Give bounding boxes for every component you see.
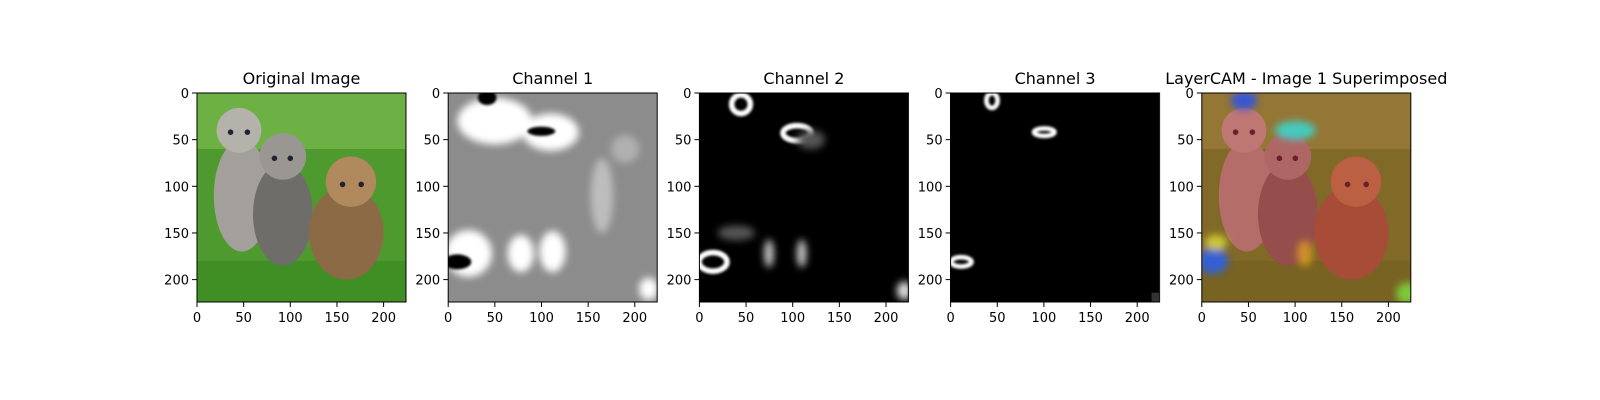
image-superimposed	[1202, 93, 1411, 302]
x-tick-label: 100	[1031, 311, 1056, 326]
x-tick-label: 200	[1125, 311, 1150, 326]
x-tick-label: 50	[487, 311, 504, 326]
image-channel-3	[950, 93, 1159, 302]
x-tick-label: 100	[1283, 311, 1308, 326]
y-tick-label: 200	[164, 274, 189, 289]
axes-frame	[698, 92, 909, 303]
x-tick-label: 100	[529, 311, 554, 326]
image-original	[197, 93, 406, 302]
x-tick-label: 50	[738, 311, 755, 326]
x-tick-label: 200	[1376, 311, 1401, 326]
x-tick-label: 150	[1329, 311, 1354, 326]
axes-frame	[196, 92, 407, 303]
y-tick-label: 0	[181, 87, 189, 102]
chart-title: Original Image	[243, 69, 361, 88]
x-tick-label: 200	[874, 311, 899, 326]
y-tick-label: 150	[1169, 227, 1194, 242]
y-tick-label: 150	[667, 227, 692, 242]
x-tick-label: 0	[946, 311, 954, 326]
y-tick-label: 0	[934, 87, 942, 102]
chart-title: Channel 2	[763, 69, 844, 88]
image-channel-1	[448, 93, 657, 302]
x-tick-label: 50	[235, 311, 252, 326]
x-tick-label: 150	[827, 311, 852, 326]
y-tick-label: 100	[1169, 180, 1194, 195]
axes-frame	[447, 92, 658, 303]
y-tick-label: 150	[918, 227, 943, 242]
x-tick-label: 0	[444, 311, 452, 326]
x-tick-label: 200	[371, 311, 396, 326]
y-tick-label: 50	[172, 134, 189, 149]
y-tick-label: 200	[415, 274, 440, 289]
x-tick-label: 150	[325, 311, 350, 326]
y-tick-label: 50	[926, 134, 943, 149]
y-tick-label: 150	[164, 227, 189, 242]
y-tick-label: 50	[675, 134, 692, 149]
chart-title: LayerCAM - Image 1 Superimposed	[1165, 69, 1447, 88]
y-tick-label: 200	[918, 274, 943, 289]
y-tick-label: 100	[164, 180, 189, 195]
y-tick-label: 100	[918, 180, 943, 195]
x-tick-label: 100	[780, 311, 805, 326]
y-tick-label: 0	[683, 87, 691, 102]
x-tick-label: 50	[1240, 311, 1257, 326]
x-tick-label: 150	[576, 311, 601, 326]
y-tick-label: 200	[1169, 274, 1194, 289]
y-tick-label: 150	[415, 227, 440, 242]
axes-frame	[950, 92, 1161, 303]
x-tick-label: 0	[1198, 311, 1206, 326]
y-tick-label: 50	[1177, 134, 1194, 149]
chart-title: Channel 1	[512, 69, 593, 88]
y-tick-label: 50	[424, 134, 441, 149]
axes-frame	[1201, 92, 1412, 303]
x-tick-label: 200	[622, 311, 647, 326]
x-tick-label: 50	[989, 311, 1006, 326]
chart-title: Channel 3	[1015, 69, 1096, 88]
x-tick-label: 0	[695, 311, 703, 326]
y-tick-label: 0	[1186, 87, 1194, 102]
y-tick-label: 0	[432, 87, 440, 102]
image-channel-2	[699, 93, 908, 302]
y-tick-label: 200	[667, 274, 692, 289]
x-tick-label: 100	[278, 311, 303, 326]
y-tick-label: 100	[667, 180, 692, 195]
x-tick-label: 150	[1078, 311, 1103, 326]
y-tick-label: 100	[415, 180, 440, 195]
x-tick-label: 0	[193, 311, 201, 326]
